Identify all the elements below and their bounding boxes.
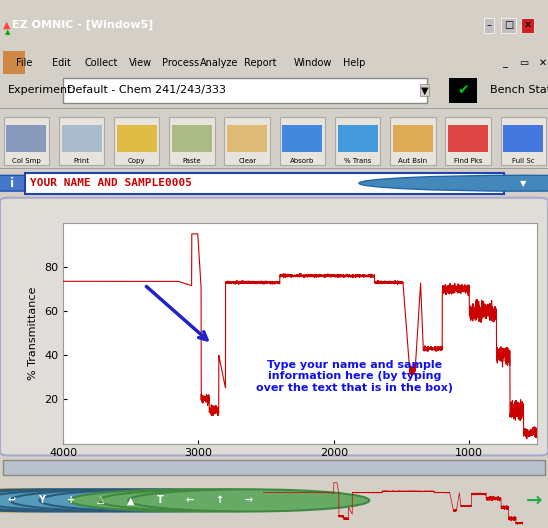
Text: Paste: Paste [182,158,201,164]
Text: T: T [157,495,163,505]
Text: Report: Report [244,58,276,68]
Circle shape [359,175,548,191]
Text: ↑: ↑ [215,495,223,505]
FancyBboxPatch shape [501,117,546,165]
Bar [448,125,488,152]
Text: ✔: ✔ [457,83,469,97]
Text: Print: Print [73,158,89,164]
Text: Copy: Copy [128,158,146,164]
Circle shape [39,489,281,512]
Text: Absorb: Absorb [290,158,315,164]
Bar [172,125,212,152]
Text: Edit: Edit [52,58,71,68]
Text: Full Sc: Full Sc [512,158,535,164]
Text: △: △ [97,495,105,505]
Text: ▲: ▲ [3,20,10,30]
Text: YOUR NAME AND SAMPLE0005: YOUR NAME AND SAMPLE0005 [30,178,192,188]
Text: Help: Help [342,58,365,68]
Bar [3,51,25,74]
Text: ▼: ▼ [421,86,429,95]
Circle shape [0,489,221,512]
Bar [503,125,543,152]
Text: i: i [10,177,14,190]
FancyBboxPatch shape [63,78,427,102]
FancyBboxPatch shape [225,117,270,165]
Text: ▲: ▲ [127,495,134,505]
Bar [449,78,477,102]
Text: ▭: ▭ [519,58,528,68]
Y-axis label: % Transmittance: % Transmittance [28,287,38,380]
Text: ↩: ↩ [8,495,16,505]
Text: EZ OMNIC - [Window5]: EZ OMNIC - [Window5] [12,20,153,30]
Text: Find Pks: Find Pks [454,158,482,164]
Text: View: View [129,58,152,68]
FancyBboxPatch shape [3,117,49,165]
Text: Process: Process [162,58,199,68]
Circle shape [0,489,162,512]
Text: Window: Window [293,58,332,68]
Circle shape [0,489,192,512]
Circle shape [0,489,133,512]
Bar [61,125,101,152]
Text: Default - Chem 241/243/333: Default - Chem 241/243/333 [67,86,226,95]
Text: ✕: ✕ [539,58,546,68]
FancyBboxPatch shape [3,460,545,475]
Bar [393,125,433,152]
Text: –: – [487,20,492,30]
Bar [282,125,322,152]
Text: Col Smp: Col Smp [12,158,41,164]
FancyBboxPatch shape [279,117,325,165]
Circle shape [99,489,340,512]
Text: Collect: Collect [85,58,118,68]
Text: _: _ [502,58,506,68]
Circle shape [69,489,310,512]
Text: ←: ← [186,495,193,505]
FancyBboxPatch shape [0,197,548,456]
Text: % Trans: % Trans [344,158,372,164]
Text: Experiment:: Experiment: [8,86,76,95]
FancyBboxPatch shape [446,117,491,165]
Bar [338,125,378,152]
FancyBboxPatch shape [390,117,436,165]
Text: Type your name and sample
information here (by typing
over the text that is in t: Type your name and sample information he… [256,360,453,393]
Text: Bench Status: Bench Status [490,86,548,95]
Text: ▼: ▼ [520,178,527,188]
Circle shape [128,489,369,512]
Circle shape [10,489,251,512]
Bar [117,125,157,152]
Text: →: → [526,491,543,510]
FancyBboxPatch shape [25,173,504,194]
Bar [6,125,46,152]
Text: →: → [245,495,253,505]
Circle shape [0,175,176,191]
Text: Analyze: Analyze [200,58,238,68]
FancyBboxPatch shape [335,117,380,165]
FancyBboxPatch shape [114,117,159,165]
Text: Clear: Clear [238,158,256,164]
Text: □: □ [504,20,513,30]
FancyBboxPatch shape [59,117,104,165]
FancyBboxPatch shape [169,117,215,165]
Text: File: File [16,58,33,68]
Text: Y: Y [38,495,45,505]
X-axis label: Wavenumbers (cm-1): Wavenumbers (cm-1) [240,464,360,474]
Bar [227,125,267,152]
Text: ✕: ✕ [524,20,532,30]
Text: ▲: ▲ [5,30,10,35]
Text: Aut Bsln: Aut Bsln [398,158,427,164]
Text: +: + [67,495,75,505]
